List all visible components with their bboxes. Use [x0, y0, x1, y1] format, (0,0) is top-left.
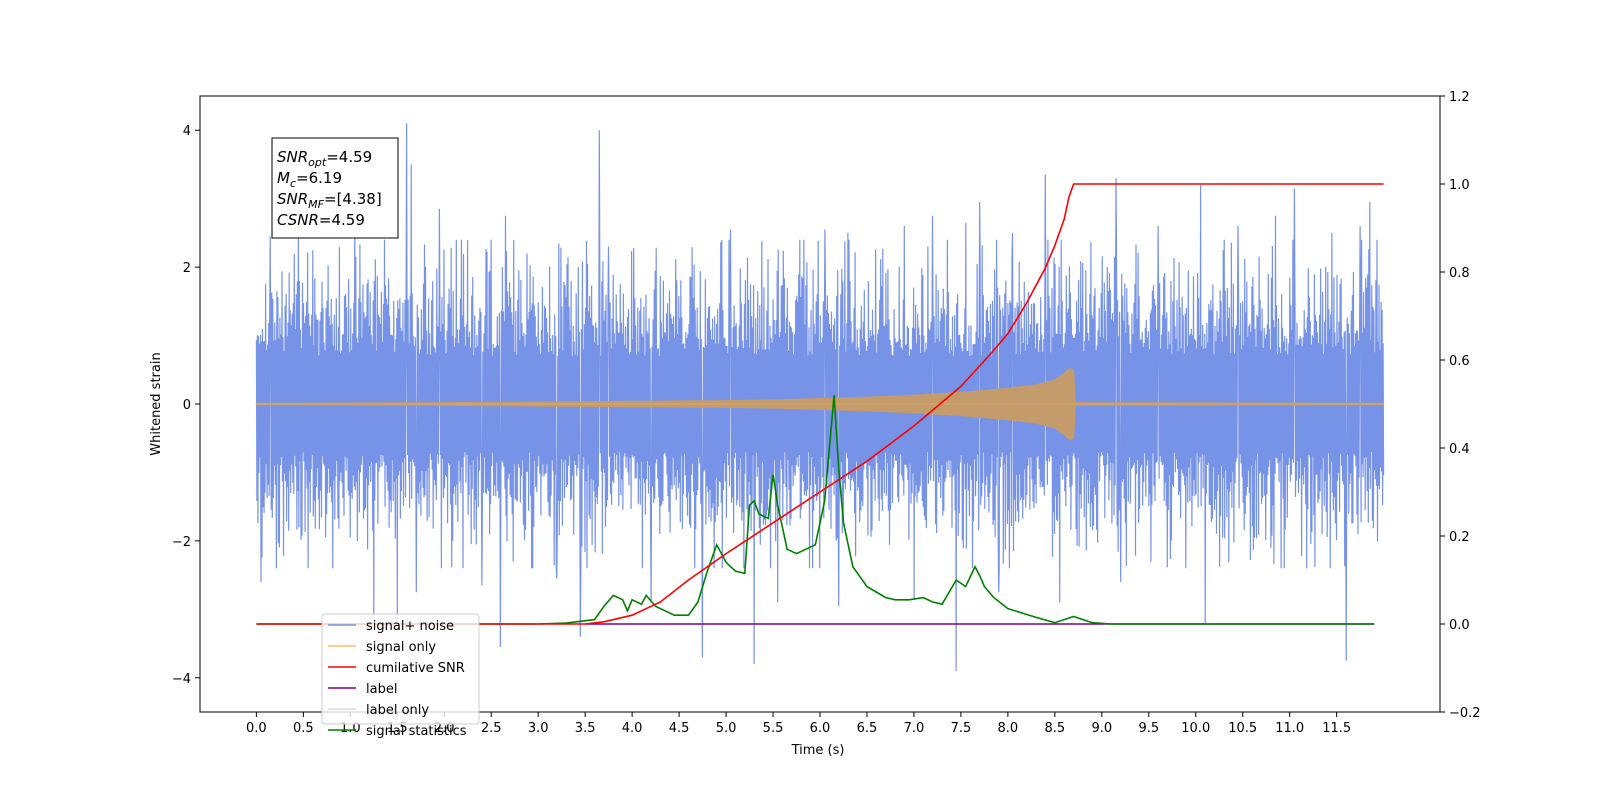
left-y-tick-label: −4 [172, 672, 191, 687]
right-y-tick-label: 0.6 [1449, 354, 1470, 369]
x-tick-label: 7.0 [904, 721, 925, 736]
right-y-tick-label: 1.2 [1449, 90, 1470, 105]
legend-label-signal-noise: signal+ noise [366, 619, 454, 634]
x-tick-label: 0.5 [293, 721, 314, 736]
left-y-tick-label: 0 [183, 398, 191, 413]
x-tick-label: 9.0 [1091, 721, 1112, 736]
x-axis-ticks: 0.0 0.5 1.0 1.5 2.0 2.5 3.0 3.5 4.0 4.5 5.0 5.5 6.0 6… [246, 712, 1351, 736]
left-y-tick-label: −2 [172, 535, 191, 550]
x-tick-label: 9.5 [1138, 721, 1159, 736]
right-y-tick-label: 0.0 [1449, 618, 1470, 633]
annotation-line: Mc=6.19 [277, 169, 342, 190]
x-axis-label: Time (s) [791, 743, 845, 758]
legend-label-signal-only: signal only [366, 640, 436, 655]
x-tick-label: 2.5 [481, 721, 502, 736]
annotation-value: =6.19 [296, 169, 342, 187]
annotation-subscript: opt [308, 156, 327, 169]
x-tick-label: 10.5 [1228, 721, 1257, 736]
legend-label-cumilative-snr: cumilative SNR [366, 661, 465, 676]
annotation-line: SNRopt=4.59 [277, 148, 372, 169]
annotation-value: =4.59 [326, 148, 372, 166]
annotation-subscript: MF [308, 198, 324, 211]
annotation-subscript: c [290, 177, 296, 190]
x-tick-label: 8.0 [998, 721, 1019, 736]
annotation-line: CSNR=4.59 [277, 211, 365, 229]
legend: signal+ noise signal only cumilative SNR la… [321, 613, 480, 739]
x-tick-label: 6.5 [857, 721, 878, 736]
series-signal-statistics [256, 395, 1375, 625]
legend-label-label: label [366, 682, 397, 697]
x-tick-label: 5.0 [716, 721, 737, 736]
x-tick-label: 8.5 [1045, 721, 1066, 736]
series-signal-noise [255, 123, 1385, 671]
legend-label-label-only: label only [366, 703, 429, 718]
annotation-value: =4.59 [319, 211, 365, 229]
legend-label-signal-statistics: signal statistics [366, 724, 467, 739]
x-tick-label: 3.0 [528, 721, 549, 736]
x-tick-label: 11.5 [1322, 721, 1351, 736]
legend-frame [321, 613, 480, 725]
plot-area [255, 123, 1385, 671]
right-y-tick-label: 0.8 [1449, 266, 1470, 281]
right-y-tick-label: 1.0 [1449, 178, 1470, 193]
right-y-tick-label: −0.2 [1449, 706, 1481, 721]
x-tick-label: 11.0 [1275, 721, 1304, 736]
right-y-tick-label: 0.2 [1449, 530, 1470, 545]
x-tick-label: 1.0 [340, 721, 361, 736]
x-tick-label: 1.5 [387, 721, 408, 736]
annotation-frame [271, 137, 399, 239]
annotation-symbol: M [277, 169, 290, 187]
x-tick-label: 2.0 [434, 721, 455, 736]
annotation-value: =[4.38] [324, 190, 382, 208]
annotation-symbol: SNR [277, 148, 308, 166]
x-tick-label: 7.5 [951, 721, 972, 736]
left-y-tick-label: 4 [183, 124, 191, 139]
annotation-symbol: SNR [277, 190, 308, 208]
right-y-axis-ticks: −0.2 0.0 0.2 0.4 0.6 0.8 1.0 1.2 [1440, 90, 1481, 721]
annotation-symbol: CSNR [277, 211, 319, 229]
x-tick-label: 6.0 [810, 721, 831, 736]
x-tick-label: 3.5 [575, 721, 596, 736]
annotation-line: SNRMF=[4.38] [277, 190, 382, 211]
x-tick-label: 5.5 [763, 721, 784, 736]
left-y-axis-ticks: −4 −2 0 2 4 [172, 124, 200, 687]
left-y-axis-label: Whitened strain [149, 352, 164, 455]
x-tick-label: 0.0 [246, 721, 267, 736]
x-tick-label: 10.0 [1181, 721, 1210, 736]
right-y-tick-label: 0.4 [1449, 442, 1470, 457]
series-cumilative-snr [256, 183, 1384, 625]
left-y-tick-label: 2 [183, 261, 191, 276]
x-tick-label: 4.5 [669, 721, 690, 736]
x-tick-label: 4.0 [622, 721, 643, 736]
